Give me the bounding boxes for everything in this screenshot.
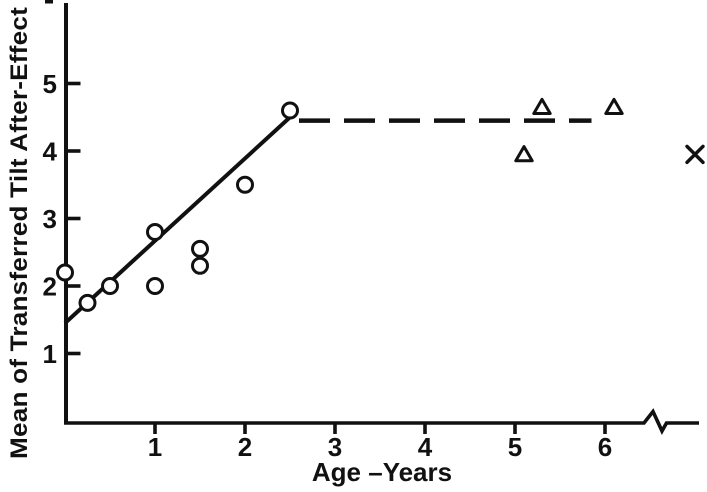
data-point-circle [281,101,299,120]
x-axis-tick-label: 3 [328,432,342,462]
data-point-circle [146,277,164,295]
data-point-circle [191,239,209,258]
data-point-cross [685,144,705,165]
x-axis-tick-label: 4 [418,432,433,462]
y-axis-tick-label: 2 [43,272,57,302]
data-point-circle [146,223,164,241]
x-axis-title: Age –Years [312,457,452,487]
data-point-triangle [514,145,534,163]
data-point-triangle [532,97,552,116]
y-axis-tick-label: 5 [43,69,57,99]
data-point-triangle [604,97,624,116]
rising-fit-line [63,115,292,325]
x-axis-tick-label: 1 [148,432,162,462]
y-axis-tick-label: 3 [43,204,57,234]
data-point-circle [56,263,74,282]
data-point-circle [191,256,209,275]
data-point-circle [101,277,119,295]
y-axis-title: Mean of Transferred Tilt After-Effect [6,7,33,459]
y-axis-tick-label: 4 [43,137,58,167]
y-axis-tick-label: 1 [43,339,57,369]
crop-artifact-mark [45,0,53,4]
x-axis-tick-label: 2 [238,432,252,462]
x-axis-line-with-break [64,408,699,435]
data-point-circle [236,175,254,194]
x-axis-tick-label: 5 [508,432,522,462]
data-point-circle [78,293,97,312]
x-axis-tick-label: 6 [598,432,612,462]
